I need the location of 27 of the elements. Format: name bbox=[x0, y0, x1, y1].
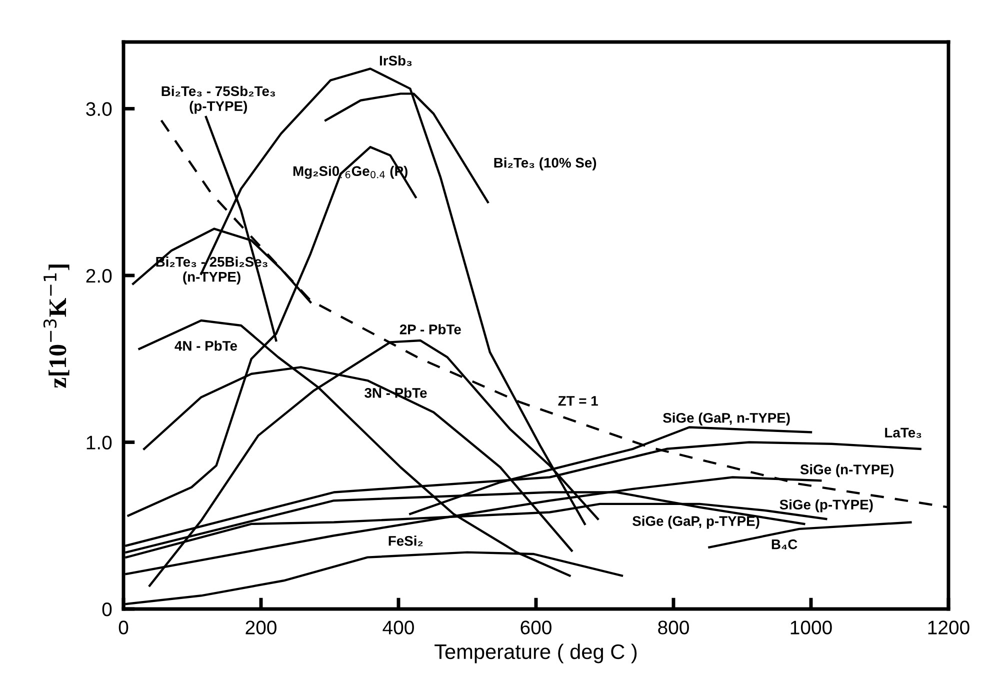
series-label: SiGe (GaP, n-TYPE) bbox=[663, 412, 790, 426]
series-label: FeSi₂ bbox=[388, 536, 423, 546]
series-label: SiGe (n-TYPE) bbox=[800, 464, 894, 478]
series-label: ZT = 1 bbox=[558, 396, 598, 406]
x-tick-label: 600 bbox=[520, 620, 552, 634]
x-tick-label: 800 bbox=[658, 620, 689, 634]
series-label: IrSb₃ bbox=[380, 55, 412, 66]
x-tick-label: 400 bbox=[382, 620, 414, 634]
y-tick-label: 1.0 bbox=[86, 436, 112, 450]
series-label: B₄C bbox=[772, 539, 798, 550]
series-label: SiGe (GaP, p-TYPE) bbox=[632, 516, 760, 529]
y-axis-title: z[10$^{−3}$K$^{−1}$] bbox=[43, 264, 70, 388]
series-label: Bi₂Te₃ (10% Se) bbox=[494, 157, 596, 170]
x-tick-label: 1000 bbox=[790, 620, 832, 634]
y-tick-label: 0 bbox=[102, 602, 112, 616]
series-label: LaTe₃ bbox=[885, 428, 922, 438]
y-tick-label: 3.0 bbox=[86, 102, 112, 116]
series-label: SiGe (p-TYPE) bbox=[780, 499, 873, 512]
x-axis-title: Temperature ( deg C ) bbox=[434, 644, 637, 664]
series-label: 4N - PbTe bbox=[174, 340, 238, 351]
x-tick-label: 200 bbox=[246, 620, 276, 634]
series-label: 2P - PbTe bbox=[400, 324, 461, 334]
x-tick-label: 0 bbox=[118, 620, 128, 634]
x-tick-label: 1200 bbox=[928, 620, 970, 634]
series-label: 3N - PbTe bbox=[364, 388, 427, 398]
y-tick-label: 2.0 bbox=[86, 268, 112, 283]
series-label: Bi₂Te₃ - 75Sb₂Te₃ (p-TYPE) bbox=[162, 86, 276, 114]
